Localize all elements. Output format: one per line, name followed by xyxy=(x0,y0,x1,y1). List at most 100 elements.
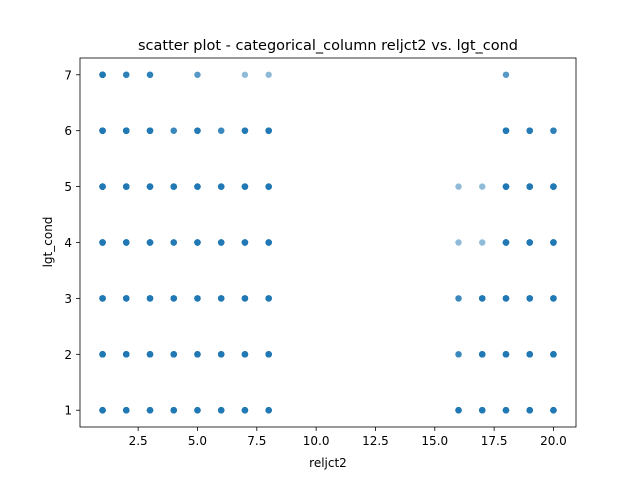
data-point xyxy=(455,295,462,302)
data-point xyxy=(550,127,557,134)
data-point xyxy=(265,71,272,78)
data-point xyxy=(241,183,249,190)
data-point xyxy=(123,71,130,78)
data-point xyxy=(146,127,154,134)
data-point xyxy=(526,183,533,190)
data-points xyxy=(99,71,557,414)
x-tick-label: 12.5 xyxy=(362,434,389,448)
data-point xyxy=(123,407,130,414)
data-point xyxy=(526,295,533,302)
data-point xyxy=(99,71,106,78)
chart-title: scatter plot - categorical_column reljct… xyxy=(138,38,518,54)
data-point xyxy=(526,407,533,414)
data-point xyxy=(502,127,510,134)
data-point xyxy=(502,71,510,78)
data-point xyxy=(502,351,510,358)
data-point xyxy=(123,295,130,302)
data-point xyxy=(502,239,510,246)
data-point xyxy=(455,239,462,246)
data-point xyxy=(241,295,249,302)
data-point xyxy=(218,407,225,414)
data-point xyxy=(241,239,249,246)
x-tick-label: 10.0 xyxy=(303,434,330,448)
x-tick-label: 17.5 xyxy=(481,434,508,448)
x-tick-label: 5.0 xyxy=(188,434,207,448)
data-point xyxy=(455,183,462,190)
data-point xyxy=(194,351,201,358)
data-point xyxy=(526,127,533,134)
data-point xyxy=(194,407,201,414)
data-point xyxy=(526,351,533,358)
data-point xyxy=(265,407,272,414)
data-point xyxy=(455,407,462,414)
data-point xyxy=(218,239,225,246)
data-point xyxy=(479,407,486,414)
data-point xyxy=(146,351,154,358)
data-point xyxy=(123,127,130,134)
data-point xyxy=(146,407,154,414)
x-axis-label: reljct2 xyxy=(309,456,347,470)
data-point xyxy=(479,183,486,190)
data-point xyxy=(123,239,130,246)
y-tick-label: 6 xyxy=(64,124,72,138)
data-point xyxy=(218,295,225,302)
data-point xyxy=(265,183,272,190)
data-point xyxy=(170,127,177,134)
data-point xyxy=(146,71,154,78)
data-point xyxy=(502,295,510,302)
data-point xyxy=(146,239,154,246)
data-point xyxy=(265,351,272,358)
data-point xyxy=(194,295,201,302)
y-tick-label: 5 xyxy=(64,180,72,194)
data-point xyxy=(550,407,557,414)
y-axis: 1 2 3 4 5 6 7 xyxy=(64,68,80,418)
data-point xyxy=(241,407,249,414)
data-point xyxy=(170,239,177,246)
data-point xyxy=(99,407,106,414)
data-point xyxy=(526,239,533,246)
data-point xyxy=(99,351,106,358)
data-point xyxy=(455,351,462,358)
data-point xyxy=(265,295,272,302)
data-point xyxy=(99,183,106,190)
y-tick-label: 7 xyxy=(64,68,72,82)
data-point xyxy=(241,71,249,78)
y-tick-label: 4 xyxy=(64,236,72,250)
y-tick-label: 2 xyxy=(64,348,72,362)
data-point xyxy=(502,407,510,414)
data-point xyxy=(146,295,154,302)
y-tick-label: 3 xyxy=(64,292,72,306)
data-point xyxy=(194,183,201,190)
data-point xyxy=(194,127,201,134)
data-point xyxy=(479,351,486,358)
data-point xyxy=(265,239,272,246)
x-tick-label: 15.0 xyxy=(421,434,448,448)
data-point xyxy=(241,351,249,358)
x-tick-label: 20.0 xyxy=(540,434,567,448)
data-point xyxy=(550,239,557,246)
y-axis-label: lgt_cond xyxy=(41,217,55,268)
data-point xyxy=(123,183,130,190)
x-axis: 2.5 5.0 7.5 10.0 12.5 15.0 17.5 20.0 xyxy=(129,427,567,448)
data-point xyxy=(218,127,225,134)
data-point xyxy=(550,183,557,190)
data-point xyxy=(218,183,225,190)
data-point xyxy=(241,127,249,134)
data-point xyxy=(170,295,177,302)
data-point xyxy=(170,183,177,190)
data-point xyxy=(170,407,177,414)
data-point xyxy=(502,183,510,190)
data-point xyxy=(550,351,557,358)
data-point xyxy=(550,295,557,302)
data-point xyxy=(218,351,225,358)
y-tick-label: 1 xyxy=(64,404,72,418)
x-tick-label: 7.5 xyxy=(247,434,266,448)
data-point xyxy=(99,127,106,134)
data-point xyxy=(194,239,201,246)
data-point xyxy=(99,239,106,246)
data-point xyxy=(265,127,272,134)
x-tick-label: 2.5 xyxy=(129,434,148,448)
